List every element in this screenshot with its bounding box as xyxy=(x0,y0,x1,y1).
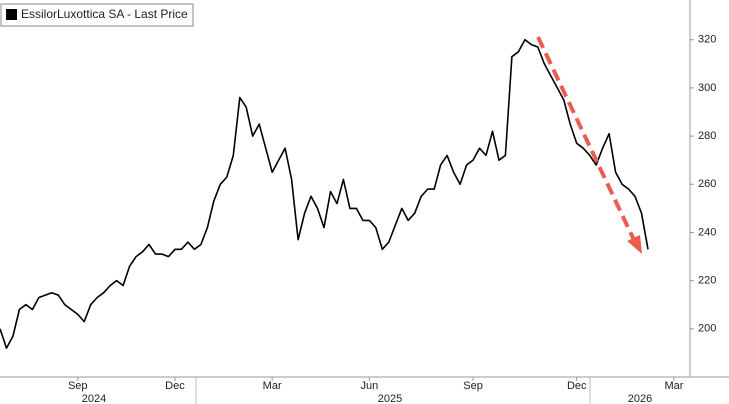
x-tick-label: Mar xyxy=(263,380,282,392)
x-tick-label: Mar xyxy=(664,380,683,392)
legend-label: EssilorLuxottica SA - Last Price xyxy=(21,7,188,21)
y-tick-label: 280 xyxy=(698,130,716,142)
price-line xyxy=(0,38,649,349)
y-tick-label: 260 xyxy=(698,178,716,190)
y-tick-label: 240 xyxy=(698,226,716,238)
legend-swatch xyxy=(6,9,17,20)
year-label: 2024 xyxy=(82,393,106,404)
x-tick-label: Jun xyxy=(360,380,378,392)
x-tick-label: Dec xyxy=(165,380,185,392)
year-label: 2025 xyxy=(378,393,402,404)
y-tick-label: 200 xyxy=(698,323,716,335)
y-tick-label: 300 xyxy=(698,82,716,94)
x-tick-label: Dec xyxy=(567,380,587,392)
x-tick-label: Sep xyxy=(68,380,88,392)
y-tick-label: 220 xyxy=(698,275,716,287)
trend-arrowhead xyxy=(627,235,642,254)
x-tick-label: Sep xyxy=(463,380,483,392)
year-label: 2026 xyxy=(628,393,652,404)
y-tick-label: 320 xyxy=(698,34,716,46)
trend-arrow xyxy=(536,36,636,241)
legend-box xyxy=(0,3,194,27)
plot xyxy=(0,38,649,349)
